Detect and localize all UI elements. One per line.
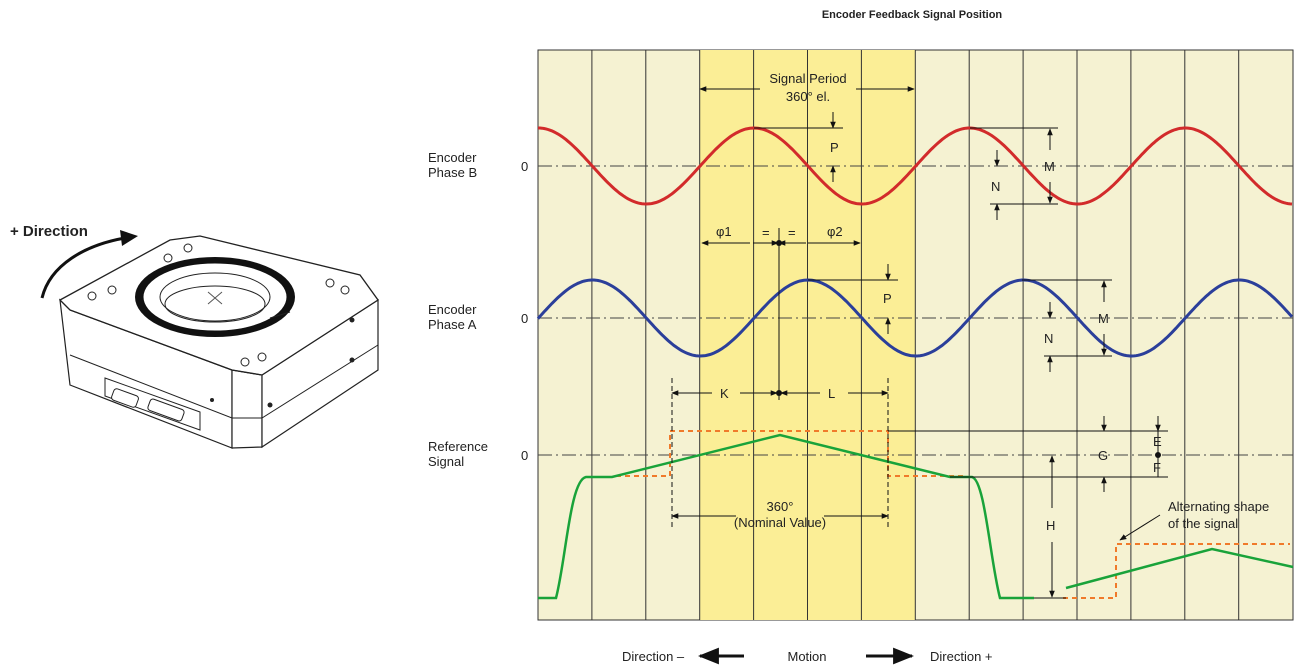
alternating-line2: of the signal [1168,516,1238,531]
nominal-line1: 360° [767,499,794,514]
equal-left: = [762,225,770,240]
reference-label-line1: Reference [428,439,488,454]
direction-label: + Direction [10,223,88,240]
alternate-dashed-outline [1063,543,1290,599]
l-label: L [828,386,835,401]
phase-b-zero-label: 0 [521,159,528,174]
e-label: E [1153,434,1162,449]
reference-label-line2: Signal [428,454,464,469]
reference-zero-label: 0 [521,448,528,463]
phase-a-waveform [536,278,1294,358]
m-label-phase-b: M [1044,159,1055,174]
k-label: K [720,386,729,401]
direction-plus-label: Direction + [930,649,993,664]
rotation-stage-illustration [40,230,379,449]
f-label: F [1153,460,1161,475]
p-label-phase-a: P [883,291,892,306]
n-label-phase-a: N [1044,331,1053,346]
g-label: G [1098,448,1108,463]
nominal-value-annotation: 360° (Nominal Value) [671,499,889,530]
phase-offset-annotation: φ1 φ2 = = [701,224,861,400]
phase-b-waveform [538,126,1293,206]
alternate-reference-waveform [1065,547,1294,590]
signal-period-line2: 360° el. [786,89,830,104]
h-label: H [1046,518,1055,533]
kl-annotation: K L [671,378,889,530]
motion-footer: Direction – Motion Direction + [622,647,993,665]
signal-period-line1: Signal Period [769,71,846,86]
diagram-title: Encoder Feedback Signal Position [822,9,1003,21]
motion-label: Motion [787,649,826,664]
m-label-phase-a: M [1098,311,1109,326]
nominal-line2: (Nominal Value) [734,515,826,530]
alternating-line1: Alternating shape [1168,499,1269,514]
phase-a-label-line1: Encoder [428,302,477,317]
phase-a-label-line2: Phase A [428,317,477,332]
signal-period-annotation: Signal Period 360° el. [699,71,915,104]
phase-a-zero-label: 0 [521,311,528,326]
n-label-phase-b: N [991,179,1000,194]
alternating-shape-callout: Alternating shape of the signal [1119,499,1269,541]
equal-right: = [788,225,796,240]
period-gridlines [591,50,1240,620]
direction-minus-label: Direction – [622,649,685,664]
phi2-label: φ2 [827,224,843,239]
phi1-label: φ1 [716,224,732,239]
p-label-phase-b: P [830,140,839,155]
phase-b-label-line2: Phase B [428,165,477,180]
phase-b-label-line1: Encoder [428,150,477,165]
reference-waveform [538,433,1034,600]
